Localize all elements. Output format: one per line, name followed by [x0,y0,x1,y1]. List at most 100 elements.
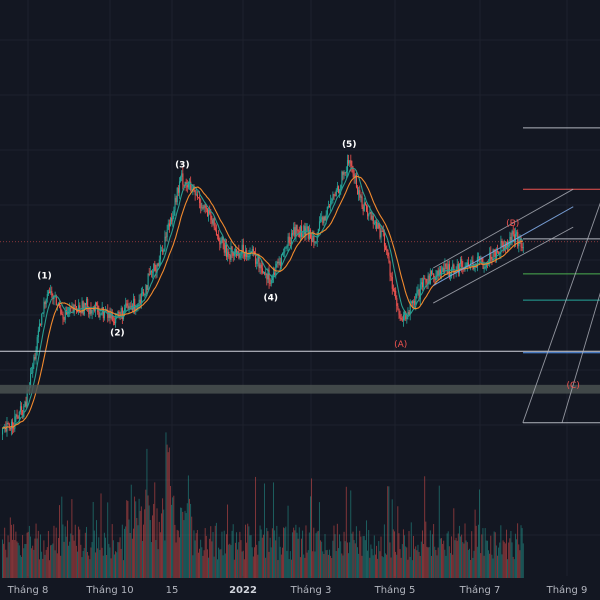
candle-body [478,256,480,258]
volume-bar [224,553,226,578]
volume-bar [508,542,510,578]
candle-body [164,236,166,250]
volume-bar [231,530,233,578]
candle-body [432,273,434,275]
candle-body [256,261,258,264]
volume-bar [517,523,519,578]
volume-bar [211,541,213,578]
candle-body [373,222,375,224]
candle-body [119,312,121,314]
candle-body [199,197,201,204]
volume-bar [308,532,310,578]
volume-bar [133,528,134,578]
volume-bar [154,482,156,578]
candle-body [447,264,449,274]
volume-bar [266,527,268,578]
candle-body [249,252,251,257]
volume-bar [90,547,92,578]
candle-body [516,232,518,234]
volume-bar [242,550,244,578]
volume-bar [500,525,502,578]
volume-bar [470,559,472,578]
candle-body [18,411,20,419]
candle-body [429,270,431,284]
candle-body [345,170,347,174]
candle-body [230,246,232,260]
candle-body [497,250,499,252]
candle-body [491,258,493,260]
volume-bar [13,524,15,578]
volume-bar [124,528,125,578]
volume-bar [221,531,223,578]
volume-bar [56,553,58,578]
candle-body [26,390,28,407]
volume-bar [348,553,349,578]
candle-body [436,270,438,276]
candle-body [31,372,33,374]
candle-body [55,295,57,306]
candle-body [289,242,291,244]
candle-body [284,247,286,253]
candle-body [200,203,202,209]
candle-body [293,227,295,235]
candle-body [386,249,388,251]
volume-bar [204,528,206,578]
candle-body [208,210,210,217]
volume-bar [130,484,132,578]
volume-bar [476,546,478,578]
candle-body [434,277,436,281]
volume-bar [21,556,22,578]
volume-bar [53,525,55,578]
volume-bar [389,542,391,578]
volume-bar [467,550,469,578]
candle-body [257,255,259,262]
volume-bar [60,555,62,578]
volume-bar [165,432,167,578]
volume-bar [516,539,517,578]
candle-body [165,236,167,238]
candle-body [283,252,285,254]
volume-bar [120,548,122,578]
volume-bar [350,490,352,578]
candle-body [231,246,233,252]
volume-bar [491,554,493,578]
candle-body [120,308,122,314]
volume-bar [217,559,218,578]
volume-bar [435,549,437,578]
candle-body [176,187,178,203]
candle-body [453,264,455,273]
volume-bar [3,543,5,578]
candle-body [133,298,135,310]
candle-body [295,225,297,237]
volume-bar [391,499,393,578]
candle-body [419,284,421,300]
candle-body [88,309,90,315]
candle-body [290,233,293,244]
volume-bar [262,534,264,578]
candle-body [324,216,326,221]
volume-bar [135,501,137,578]
candle-body [266,273,268,280]
candle-body [269,282,271,284]
volume-bar [407,559,409,578]
candle-body [142,292,144,294]
volume-bar [96,520,97,578]
candle-body [82,301,84,315]
volume-bar [521,528,523,578]
volume-bar [181,507,183,578]
candle-body [376,221,378,229]
candle-body [492,249,494,260]
volume-bar [177,530,179,578]
volume-bar [41,551,43,578]
x-axis-tick-label: Tháng 9 [546,584,588,596]
candle-body [334,195,336,197]
volume-bar [125,526,127,578]
volume-bar [444,549,446,578]
candle-body [379,227,381,238]
candle-body [111,313,113,322]
volume-bar [74,524,76,578]
volume-bar [79,529,81,578]
